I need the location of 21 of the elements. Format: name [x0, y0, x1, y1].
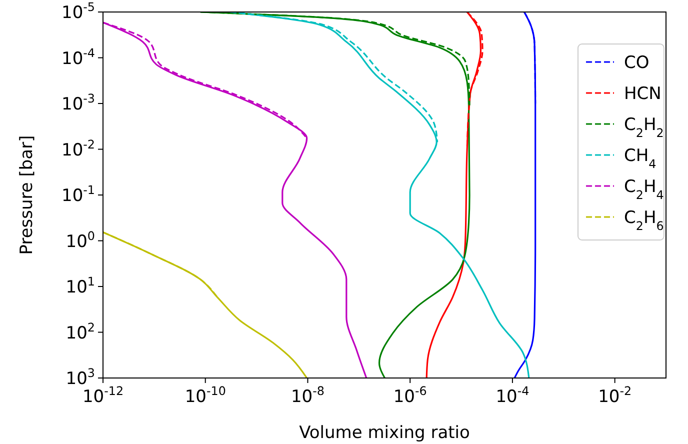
y-tick-label: 10$^{-3}$ — [62, 92, 95, 114]
x-tick-label: 10$^{-4}$ — [496, 384, 530, 407]
y-tick-label: 10$^{2}$ — [66, 320, 95, 344]
y-tick-label: 10$^{1}$ — [66, 274, 95, 298]
x-tick-label: 10$^{-2}$ — [598, 384, 632, 407]
y-tick-label: 10$^{-2}$ — [62, 137, 95, 160]
legend-label: CO — [624, 53, 650, 73]
legend-label: C$_{2}$H$_{2}$ — [624, 115, 664, 140]
legend-label: CH$_{4}$ — [624, 146, 656, 171]
y-tick-label: 10$^{-1}$ — [62, 183, 95, 206]
legend-label: HCN — [624, 84, 662, 104]
x-tick-label: 10$^{-10}$ — [184, 384, 226, 407]
y-tick-label: 10$^{-5}$ — [62, 0, 95, 23]
y-axis-title: Pressure [bar] — [17, 135, 37, 255]
y-tick-label: 10$^{0}$ — [66, 228, 95, 252]
x-tick-label: 10$^{-6}$ — [393, 384, 427, 407]
x-axis-title: Volume mixing ratio — [299, 423, 470, 443]
legend-label: C$_{2}$H$_{6}$ — [624, 208, 664, 233]
x-tick-label: 10$^{-8}$ — [290, 384, 324, 407]
y-tick-label: 10$^{-4}$ — [62, 46, 95, 69]
legend-label: C$_{2}$H$_{4}$ — [624, 177, 664, 202]
